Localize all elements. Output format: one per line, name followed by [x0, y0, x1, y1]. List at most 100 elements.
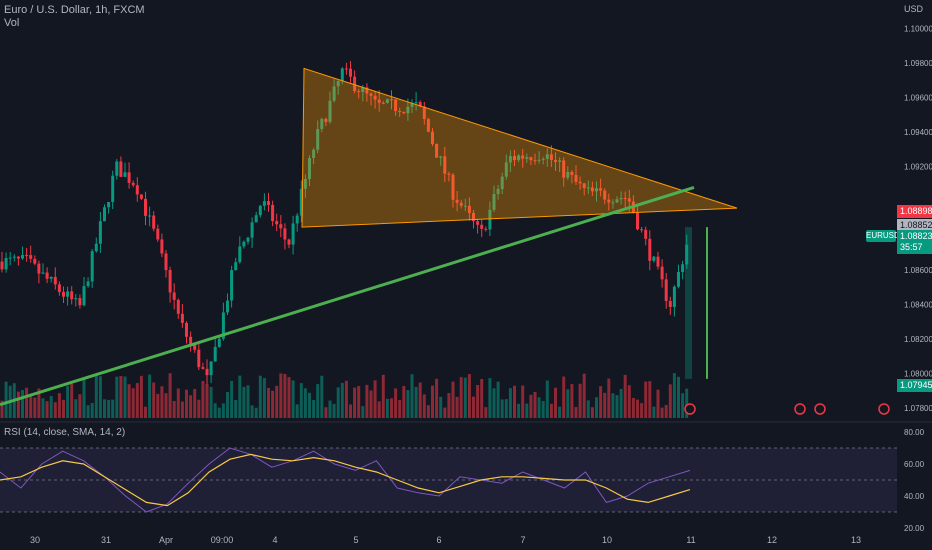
candle-body	[340, 68, 344, 81]
candle-body	[467, 205, 471, 213]
price-tag-countdown: 35:57	[897, 241, 932, 254]
candle-body	[41, 272, 45, 274]
candle-body	[426, 119, 430, 132]
candle-body	[328, 100, 332, 122]
volume-bar	[656, 389, 660, 418]
candle-body	[357, 91, 361, 93]
volume-bar	[189, 395, 193, 418]
volume-bar	[103, 399, 106, 418]
volume-bar	[349, 404, 352, 418]
volume-bar	[681, 393, 685, 418]
price-axis-tick: 1.08000	[904, 370, 932, 379]
volume-bar	[221, 403, 225, 418]
volume-bar	[123, 376, 127, 418]
volume-bar	[82, 379, 86, 418]
candle-body	[279, 224, 283, 229]
volume-bar	[492, 388, 496, 418]
candle-body	[332, 86, 336, 101]
volume-bar	[230, 380, 234, 418]
volume-bar	[234, 399, 238, 418]
candle-body	[254, 215, 258, 223]
volume-bar	[340, 382, 344, 418]
candle-body	[33, 258, 37, 264]
volume-bar	[640, 403, 644, 418]
candle-body	[599, 188, 603, 191]
volume-bar	[258, 375, 262, 418]
candle-body	[447, 173, 451, 175]
rsi-title[interactable]: RSI (14, close, SMA, 14, 2)	[4, 427, 126, 438]
volume-bar	[287, 377, 291, 418]
volume-bar	[115, 376, 119, 418]
volume-bar	[431, 385, 434, 418]
volume-bar	[447, 393, 451, 418]
volume-bar	[369, 390, 373, 418]
candle-body	[295, 215, 299, 224]
volume-bar	[0, 400, 4, 418]
candle-body	[316, 129, 320, 150]
time-axis-tick: 13	[851, 535, 861, 545]
volume-bar	[275, 385, 279, 418]
volume-bar	[439, 396, 443, 418]
candle-body	[603, 190, 607, 200]
candle-body	[16, 256, 20, 259]
candle-body	[193, 343, 197, 350]
volume-bar	[611, 393, 615, 418]
candle-body	[488, 209, 492, 230]
candle-body	[529, 157, 533, 161]
candle-body	[652, 256, 656, 261]
time-axis-tick: 6	[436, 535, 441, 545]
candle-body	[49, 276, 53, 279]
candle-body	[402, 111, 406, 114]
price-axis-tick: 1.09800	[904, 59, 932, 68]
candle-body	[435, 143, 439, 158]
candle-body	[25, 255, 29, 257]
earnings-event-icon	[814, 403, 826, 415]
rsi-axis-tick: 20.00	[904, 524, 925, 533]
candle-body	[431, 131, 434, 144]
volume-bar	[246, 385, 250, 418]
volume-bar	[590, 407, 594, 418]
candle-body	[250, 222, 254, 238]
volume-bar	[37, 388, 41, 418]
candle-body	[90, 251, 94, 282]
volume-label[interactable]: Vol	[4, 17, 20, 29]
chart-header: Euro / U.S. Dollar, 1h, FXCM Vol	[4, 4, 145, 30]
candle-body	[668, 301, 672, 307]
candle-body	[197, 349, 201, 368]
volume-bar	[435, 378, 439, 418]
candle-body	[267, 201, 270, 205]
symbol-badge: EURUSD	[866, 230, 900, 242]
candle-body	[566, 171, 570, 178]
volume-bar	[160, 386, 164, 418]
rsi-axis-tick: 60.00	[904, 460, 925, 469]
candle-body	[103, 207, 106, 222]
candle-body	[238, 246, 242, 263]
volume-bar	[176, 388, 180, 418]
volume-bar	[316, 384, 320, 418]
candle-body	[74, 298, 78, 300]
chart-title[interactable]: Euro / U.S. Dollar, 1h, FXCM	[4, 4, 145, 16]
volume-bar	[357, 385, 361, 418]
volume-bar	[537, 397, 541, 418]
volume-bar	[480, 378, 484, 418]
volume-bar	[238, 375, 242, 418]
volume-bar	[193, 389, 197, 418]
volume-bar	[390, 398, 393, 418]
price-tag-projection: 1.07945	[897, 379, 932, 392]
volume-bar	[529, 394, 533, 418]
volume-bar	[664, 404, 668, 418]
price-axis-tick: 1.09200	[904, 163, 932, 172]
candle-body	[312, 149, 316, 159]
volume-bar	[201, 380, 205, 418]
candle-body	[385, 99, 389, 103]
volume-bar	[283, 373, 287, 418]
price-axis-tick: 1.08400	[904, 301, 932, 310]
candle-body	[246, 237, 250, 242]
candle-body	[303, 178, 307, 189]
candle-body	[476, 221, 480, 225]
candle-body	[70, 291, 74, 300]
time-axis-tick: 09:00	[211, 535, 234, 545]
volume-bar	[636, 399, 639, 418]
volume-bar	[267, 387, 270, 418]
